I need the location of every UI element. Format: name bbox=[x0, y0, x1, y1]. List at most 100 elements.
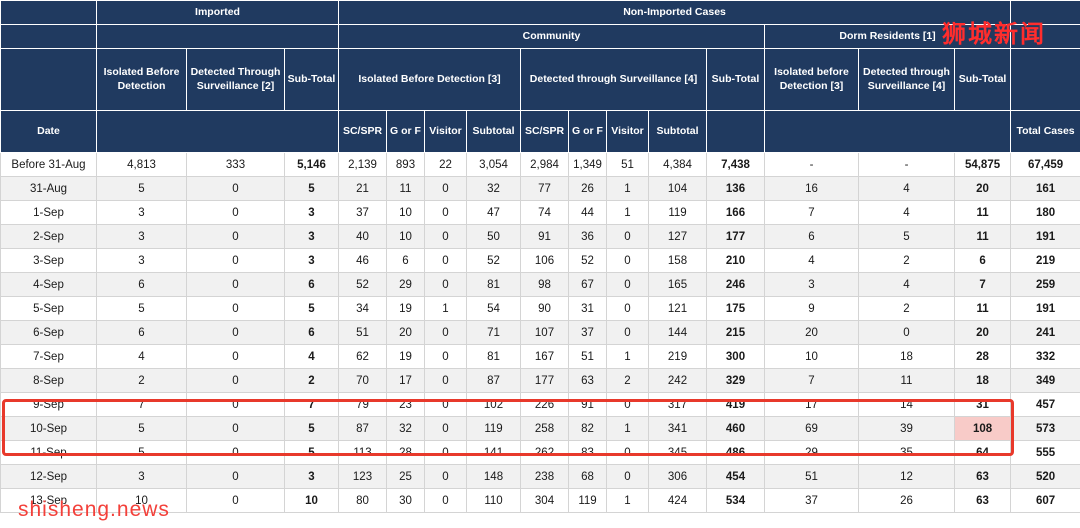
cell-comm_sur_visitor: 1 bbox=[606, 488, 649, 513]
cell-dorm_isolated: 16 bbox=[764, 176, 859, 201]
cell-comm_iso_scspr: 87 bbox=[338, 416, 387, 441]
cell-comm_sur_subtotal: 424 bbox=[648, 488, 707, 513]
cell-comm_sur_visitor: 0 bbox=[606, 464, 649, 489]
table-row: 4-Sep 6 0 6 52 29 0 81 98 67 0 165 246 3 4 7 259 bbox=[0, 272, 1080, 297]
cell-dorm_subtotal: 11 bbox=[953, 224, 1012, 249]
cell-comm_iso_subtotal: 81 bbox=[466, 344, 521, 369]
header-dorm-surveillance: Detected through Surveillance [4] bbox=[858, 48, 955, 111]
cell-total_cases: 607 bbox=[1010, 488, 1080, 513]
cell-imported_surveillance: 0 bbox=[186, 416, 285, 441]
table-row: 31-Aug 5 0 5 21 11 0 32 77 26 1 104 136 16 4 20 161 bbox=[0, 176, 1080, 201]
cell-dorm_surveillance: 18 bbox=[858, 344, 955, 369]
cell-comm_sur_visitor: 1 bbox=[606, 176, 649, 201]
cell-comm_sur_visitor: 51 bbox=[606, 152, 649, 177]
cell-community_subtotal: 136 bbox=[706, 176, 765, 201]
cell-comm_sur_subtotal: 341 bbox=[648, 416, 707, 441]
cell-comm_iso_scspr: 37 bbox=[338, 200, 387, 225]
header-scspr: SC/SPR bbox=[338, 110, 387, 153]
cell-comm_iso_subtotal: 71 bbox=[466, 320, 521, 345]
cell-dorm_isolated: 7 bbox=[764, 368, 859, 393]
cell-comm_iso_visitor: 0 bbox=[424, 272, 467, 297]
cell-dorm_isolated: 17 bbox=[764, 392, 859, 417]
cell-comm_iso_scspr: 34 bbox=[338, 296, 387, 321]
header-community: Community bbox=[338, 24, 765, 49]
cell-total_cases: 259 bbox=[1010, 272, 1080, 297]
table-row: 13-Sep 10 0 10 80 30 0 110 304 119 1 424 534 37 26 63 60… bbox=[0, 488, 1080, 513]
header-total-cases: Total Cases bbox=[1010, 110, 1080, 153]
cell-comm_sur_gorf: 52 bbox=[568, 248, 607, 273]
cell-community_subtotal: 486 bbox=[706, 440, 765, 465]
cell-dorm_surveillance: 14 bbox=[858, 392, 955, 417]
cell-dorm_isolated: 10 bbox=[764, 344, 859, 369]
cell-comm_sur_gorf: 37 bbox=[568, 320, 607, 345]
cell-comm_sur_scspr: 90 bbox=[520, 296, 569, 321]
cell-imported_isolated: 3 bbox=[96, 200, 187, 225]
cell-dorm_subtotal: 28 bbox=[953, 344, 1012, 369]
date-cell: 11-Sep bbox=[0, 440, 97, 465]
cell-comm_sur_gorf: 68 bbox=[568, 464, 607, 489]
cell-comm_sur_scspr: 91 bbox=[520, 224, 569, 249]
cell-dorm_subtotal: 11 bbox=[953, 200, 1012, 225]
date-cell: 6-Sep bbox=[0, 320, 97, 345]
table-row: 7-Sep 4 0 4 62 19 0 81 167 51 1 219 300 10 18 28 332 bbox=[0, 344, 1080, 369]
cell-comm_iso_visitor: 0 bbox=[424, 488, 467, 513]
cell-dorm_subtotal: 20 bbox=[953, 176, 1012, 201]
cell-comm_iso_gorf: 10 bbox=[386, 224, 425, 249]
cell-comm_iso_visitor: 0 bbox=[424, 344, 467, 369]
cell-comm_iso_visitor: 0 bbox=[424, 320, 467, 345]
cell-imported_surveillance: 0 bbox=[186, 440, 285, 465]
cell-imported_subtotal: 5 bbox=[284, 296, 339, 321]
cell-imported_subtotal: 2 bbox=[284, 368, 339, 393]
table-row: 6-Sep 6 0 6 51 20 0 71 107 37 0 144 215 20 0 20 241 bbox=[0, 320, 1080, 345]
cell-comm_sur_visitor: 0 bbox=[606, 296, 649, 321]
cell-comm_iso_gorf: 28 bbox=[386, 440, 425, 465]
cell-comm_iso_scspr: 80 bbox=[338, 488, 387, 513]
header-imported: Imported bbox=[96, 0, 339, 25]
header-dorm-isolated: Isolated before Detection [3] bbox=[764, 48, 859, 111]
cell-dorm_subtotal: 6 bbox=[953, 248, 1012, 273]
cell-imported_surveillance: 0 bbox=[186, 296, 285, 321]
cell-comm_iso_scspr: 21 bbox=[338, 176, 387, 201]
cell-total_cases: 332 bbox=[1010, 344, 1080, 369]
cell-total_cases: 161 bbox=[1010, 176, 1080, 201]
cell-dorm_subtotal: 54,875 bbox=[953, 152, 1012, 177]
cell-comm_iso_scspr: 79 bbox=[338, 392, 387, 417]
cell-community_subtotal: 166 bbox=[706, 200, 765, 225]
date-cell: 5-Sep bbox=[0, 296, 97, 321]
cell-comm_sur_scspr: 74 bbox=[520, 200, 569, 225]
cell-comm_iso_visitor: 22 bbox=[424, 152, 467, 177]
cell-community_subtotal: 215 bbox=[706, 320, 765, 345]
cell-comm_iso_subtotal: 50 bbox=[466, 224, 521, 249]
cell-imported_isolated: 2 bbox=[96, 368, 187, 393]
date-cell: 9-Sep bbox=[0, 392, 97, 417]
cell-comm_iso_scspr: 40 bbox=[338, 224, 387, 249]
cell-comm_iso_visitor: 1 bbox=[424, 296, 467, 321]
cell-community_subtotal: 300 bbox=[706, 344, 765, 369]
date-cell: 4-Sep bbox=[0, 272, 97, 297]
table-body: Before 31-Aug 4,813 333 5,146 2,139 893 22 3,05… bbox=[0, 152, 1080, 513]
cell-comm_sur_subtotal: 121 bbox=[648, 296, 707, 321]
cell-imported_surveillance: 0 bbox=[186, 248, 285, 273]
cell-imported_subtotal: 3 bbox=[284, 464, 339, 489]
header-blank bbox=[96, 24, 339, 49]
header-gorf: G or F bbox=[568, 110, 607, 153]
cell-dorm_surveillance: 12 bbox=[858, 464, 955, 489]
date-cell: 7-Sep bbox=[0, 344, 97, 369]
cell-dorm_surveillance: 2 bbox=[858, 248, 955, 273]
cell-imported_isolated: 3 bbox=[96, 224, 187, 249]
cell-dorm_isolated: 51 bbox=[764, 464, 859, 489]
date-cell: 1-Sep bbox=[0, 200, 97, 225]
cell-comm_sur_visitor: 0 bbox=[606, 224, 649, 249]
header-blank bbox=[96, 110, 339, 153]
cell-dorm_subtotal: 11 bbox=[953, 296, 1012, 321]
header-dorm-subtotal: Sub-Total bbox=[953, 48, 1012, 111]
cases-table: Imported Non-Imported Cases Community Do… bbox=[0, 0, 1080, 513]
cell-dorm_isolated: 9 bbox=[764, 296, 859, 321]
cell-community_subtotal: 454 bbox=[706, 464, 765, 489]
cell-community_subtotal: 419 bbox=[706, 392, 765, 417]
date-cell: 10-Sep bbox=[0, 416, 97, 441]
cell-dorm_surveillance: 4 bbox=[858, 200, 955, 225]
header-imported-surveillance: Detected Through Surveillance [2] bbox=[186, 48, 285, 111]
cell-dorm_surveillance: 35 bbox=[858, 440, 955, 465]
